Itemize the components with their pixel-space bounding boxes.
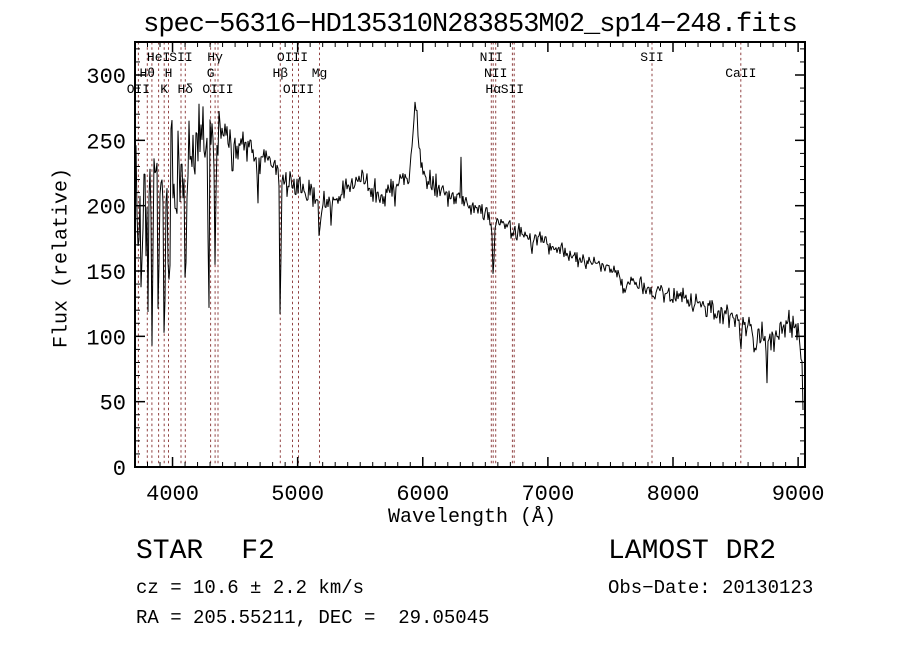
x-axis-label: Wavelength (Å) — [387, 506, 557, 529]
svg-text:6000: 6000 — [396, 482, 449, 507]
plot-title: spec−56316−HD135310N283853M02_sp14−248.f… — [143, 10, 798, 40]
svg-text:50: 50 — [100, 392, 126, 417]
object-class: STAR — [136, 536, 204, 567]
svg-text:NII: NII — [484, 66, 507, 81]
svg-text:H: H — [165, 66, 173, 81]
svg-text:100: 100 — [86, 326, 126, 351]
svg-text:Hθ: Hθ — [139, 66, 155, 81]
svg-text:250: 250 — [86, 130, 126, 155]
svg-text:200: 200 — [86, 196, 126, 221]
ra-dec: RA = 205.55211, DEC = 29.05045 — [136, 607, 490, 629]
svg-text:Mg: Mg — [312, 66, 328, 81]
svg-text:Hβ: Hβ — [272, 66, 288, 81]
svg-text:5000: 5000 — [271, 482, 324, 507]
svg-text:HeI: HeI — [147, 50, 170, 65]
svg-text:Hγ: Hγ — [207, 50, 223, 65]
svg-text:SII: SII — [640, 50, 663, 65]
svg-text:G: G — [207, 66, 215, 81]
obs-date: Obs−Date: 20130123 — [608, 577, 814, 599]
svg-text:150: 150 — [86, 261, 126, 286]
svg-text:OIII: OIII — [283, 82, 314, 97]
axes-frame-and-ticks: 4000 5000 6000 7000 8000 9000 0 50 100 150 200 250 3… — [86, 41, 825, 507]
y-axis-label: Flux (relative) — [50, 167, 74, 349]
survey-label: LAMOST DR2 — [608, 536, 777, 567]
classification-line: STAR F2 — [136, 536, 275, 567]
svg-text:9000: 9000 — [772, 482, 825, 507]
svg-text:0: 0 — [113, 457, 126, 482]
svg-text:OII: OII — [127, 82, 150, 97]
svg-text:CaII: CaII — [725, 66, 756, 81]
svg-text:SII: SII — [501, 82, 524, 97]
spectral-line-markers — [137, 42, 742, 467]
svg-text:Hδ: Hδ — [177, 82, 193, 97]
svg-text:300: 300 — [86, 65, 126, 90]
spectral-line-labels: OIIHθHeIKHSIIHδGHγOIIIHβOIIIOIIIMgNIIHαN… — [127, 50, 757, 97]
svg-text:8000: 8000 — [647, 482, 700, 507]
svg-text:SII: SII — [169, 50, 192, 65]
svg-text:NII: NII — [480, 50, 503, 65]
object-subclass: F2 — [241, 536, 275, 567]
svg-text:Hα: Hα — [485, 82, 501, 97]
svg-text:7000: 7000 — [521, 482, 574, 507]
svg-text:OIII: OIII — [202, 82, 233, 97]
svg-text:K: K — [160, 82, 168, 97]
svg-text:4000: 4000 — [146, 482, 199, 507]
spectrum-trace — [135, 101, 804, 411]
svg-text:OIII: OIII — [277, 50, 308, 65]
cz-velocity: cz = 10.6 ± 2.2 km/s — [136, 577, 365, 599]
